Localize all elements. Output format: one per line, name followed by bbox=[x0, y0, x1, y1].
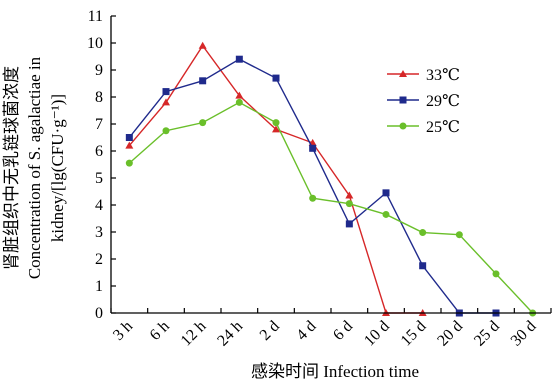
y-tick-label: 11 bbox=[88, 8, 103, 25]
data-point bbox=[345, 191, 354, 199]
data-point bbox=[235, 98, 243, 106]
legend-label: 29℃ bbox=[426, 93, 460, 110]
y-tick-label: 0 bbox=[95, 305, 103, 322]
y-tick-label: 1 bbox=[95, 278, 103, 295]
legend-label: 33℃ bbox=[426, 67, 460, 84]
data-point bbox=[345, 220, 353, 228]
y-tick-label: 9 bbox=[95, 62, 103, 79]
data-point bbox=[199, 77, 207, 85]
series-2 bbox=[125, 98, 537, 317]
data-point bbox=[272, 74, 280, 82]
data-point bbox=[272, 125, 280, 133]
data-point bbox=[235, 55, 243, 63]
data-point bbox=[199, 119, 207, 127]
data-point bbox=[235, 91, 244, 99]
series-0 bbox=[125, 41, 427, 316]
data-point bbox=[162, 88, 170, 96]
data-point bbox=[309, 194, 317, 202]
data-point bbox=[162, 127, 170, 135]
y-tick-label: 4 bbox=[95, 197, 103, 214]
x-tick-label: 6 h bbox=[147, 318, 173, 344]
x-tick-label: 10 d bbox=[361, 318, 393, 350]
y-axis-title-line-1: 肾脏组织中无乳链球菌浓度 bbox=[2, 66, 21, 270]
y-tick-label: 10 bbox=[87, 35, 103, 52]
legend-marker bbox=[399, 70, 407, 77]
x-tick-label: 4 d bbox=[293, 318, 319, 344]
data-point bbox=[162, 98, 170, 106]
x-tick-label: 25 d bbox=[471, 318, 503, 350]
y-tick-label: 3 bbox=[95, 224, 103, 241]
data-point bbox=[382, 189, 390, 197]
y-axis-title: 肾脏组织中无乳链球菌浓度 Concentration of S. agalact… bbox=[2, 56, 67, 279]
x-tick-label: 2 d bbox=[257, 318, 283, 344]
x-tick-label: 6 d bbox=[330, 318, 356, 344]
y-tick-label: 6 bbox=[95, 143, 103, 160]
x-tick-label: 24 h bbox=[214, 318, 246, 350]
data-point bbox=[272, 119, 280, 127]
data-point bbox=[419, 229, 427, 237]
y-tick-label: 2 bbox=[95, 251, 103, 268]
legend-label: 25℃ bbox=[426, 119, 460, 136]
data-point bbox=[345, 200, 353, 208]
data-point bbox=[419, 262, 427, 270]
data-point bbox=[198, 41, 207, 49]
y-tick-label: 8 bbox=[95, 89, 103, 106]
data-point bbox=[382, 210, 390, 218]
data-point bbox=[125, 141, 134, 149]
x-tick-label: 30 d bbox=[508, 318, 540, 350]
series-line bbox=[128, 101, 534, 314]
y-axis: 0 1 2 3 4 5 6 7 8 9 10 11 bbox=[87, 8, 116, 322]
x-tick-label: 20 d bbox=[434, 318, 466, 350]
x-tick-label: 3 h bbox=[110, 318, 136, 344]
x-tick-label: 12 h bbox=[178, 318, 210, 350]
data-point bbox=[455, 231, 463, 239]
series-line bbox=[128, 44, 423, 314]
y-tick-label: 7 bbox=[95, 116, 103, 133]
legend-marker bbox=[399, 122, 407, 130]
data-point bbox=[125, 134, 133, 141]
data-point bbox=[125, 159, 133, 167]
y-axis-title-line-2: Concentration of S. agalactiae in bbox=[25, 56, 44, 279]
data-point bbox=[492, 270, 500, 278]
y-axis-title-line-3: kidney/[lg(CFU·g⁻¹)] bbox=[48, 94, 67, 242]
x-axis-title: 感染时间 Infection time bbox=[251, 362, 419, 381]
legend: 33℃ 29℃ 25℃ bbox=[387, 67, 460, 136]
y-tick-label: 5 bbox=[95, 170, 103, 187]
x-tick-label: 15 d bbox=[398, 318, 430, 350]
legend-marker bbox=[399, 96, 407, 104]
series-layer bbox=[125, 41, 537, 317]
data-point bbox=[309, 144, 317, 152]
